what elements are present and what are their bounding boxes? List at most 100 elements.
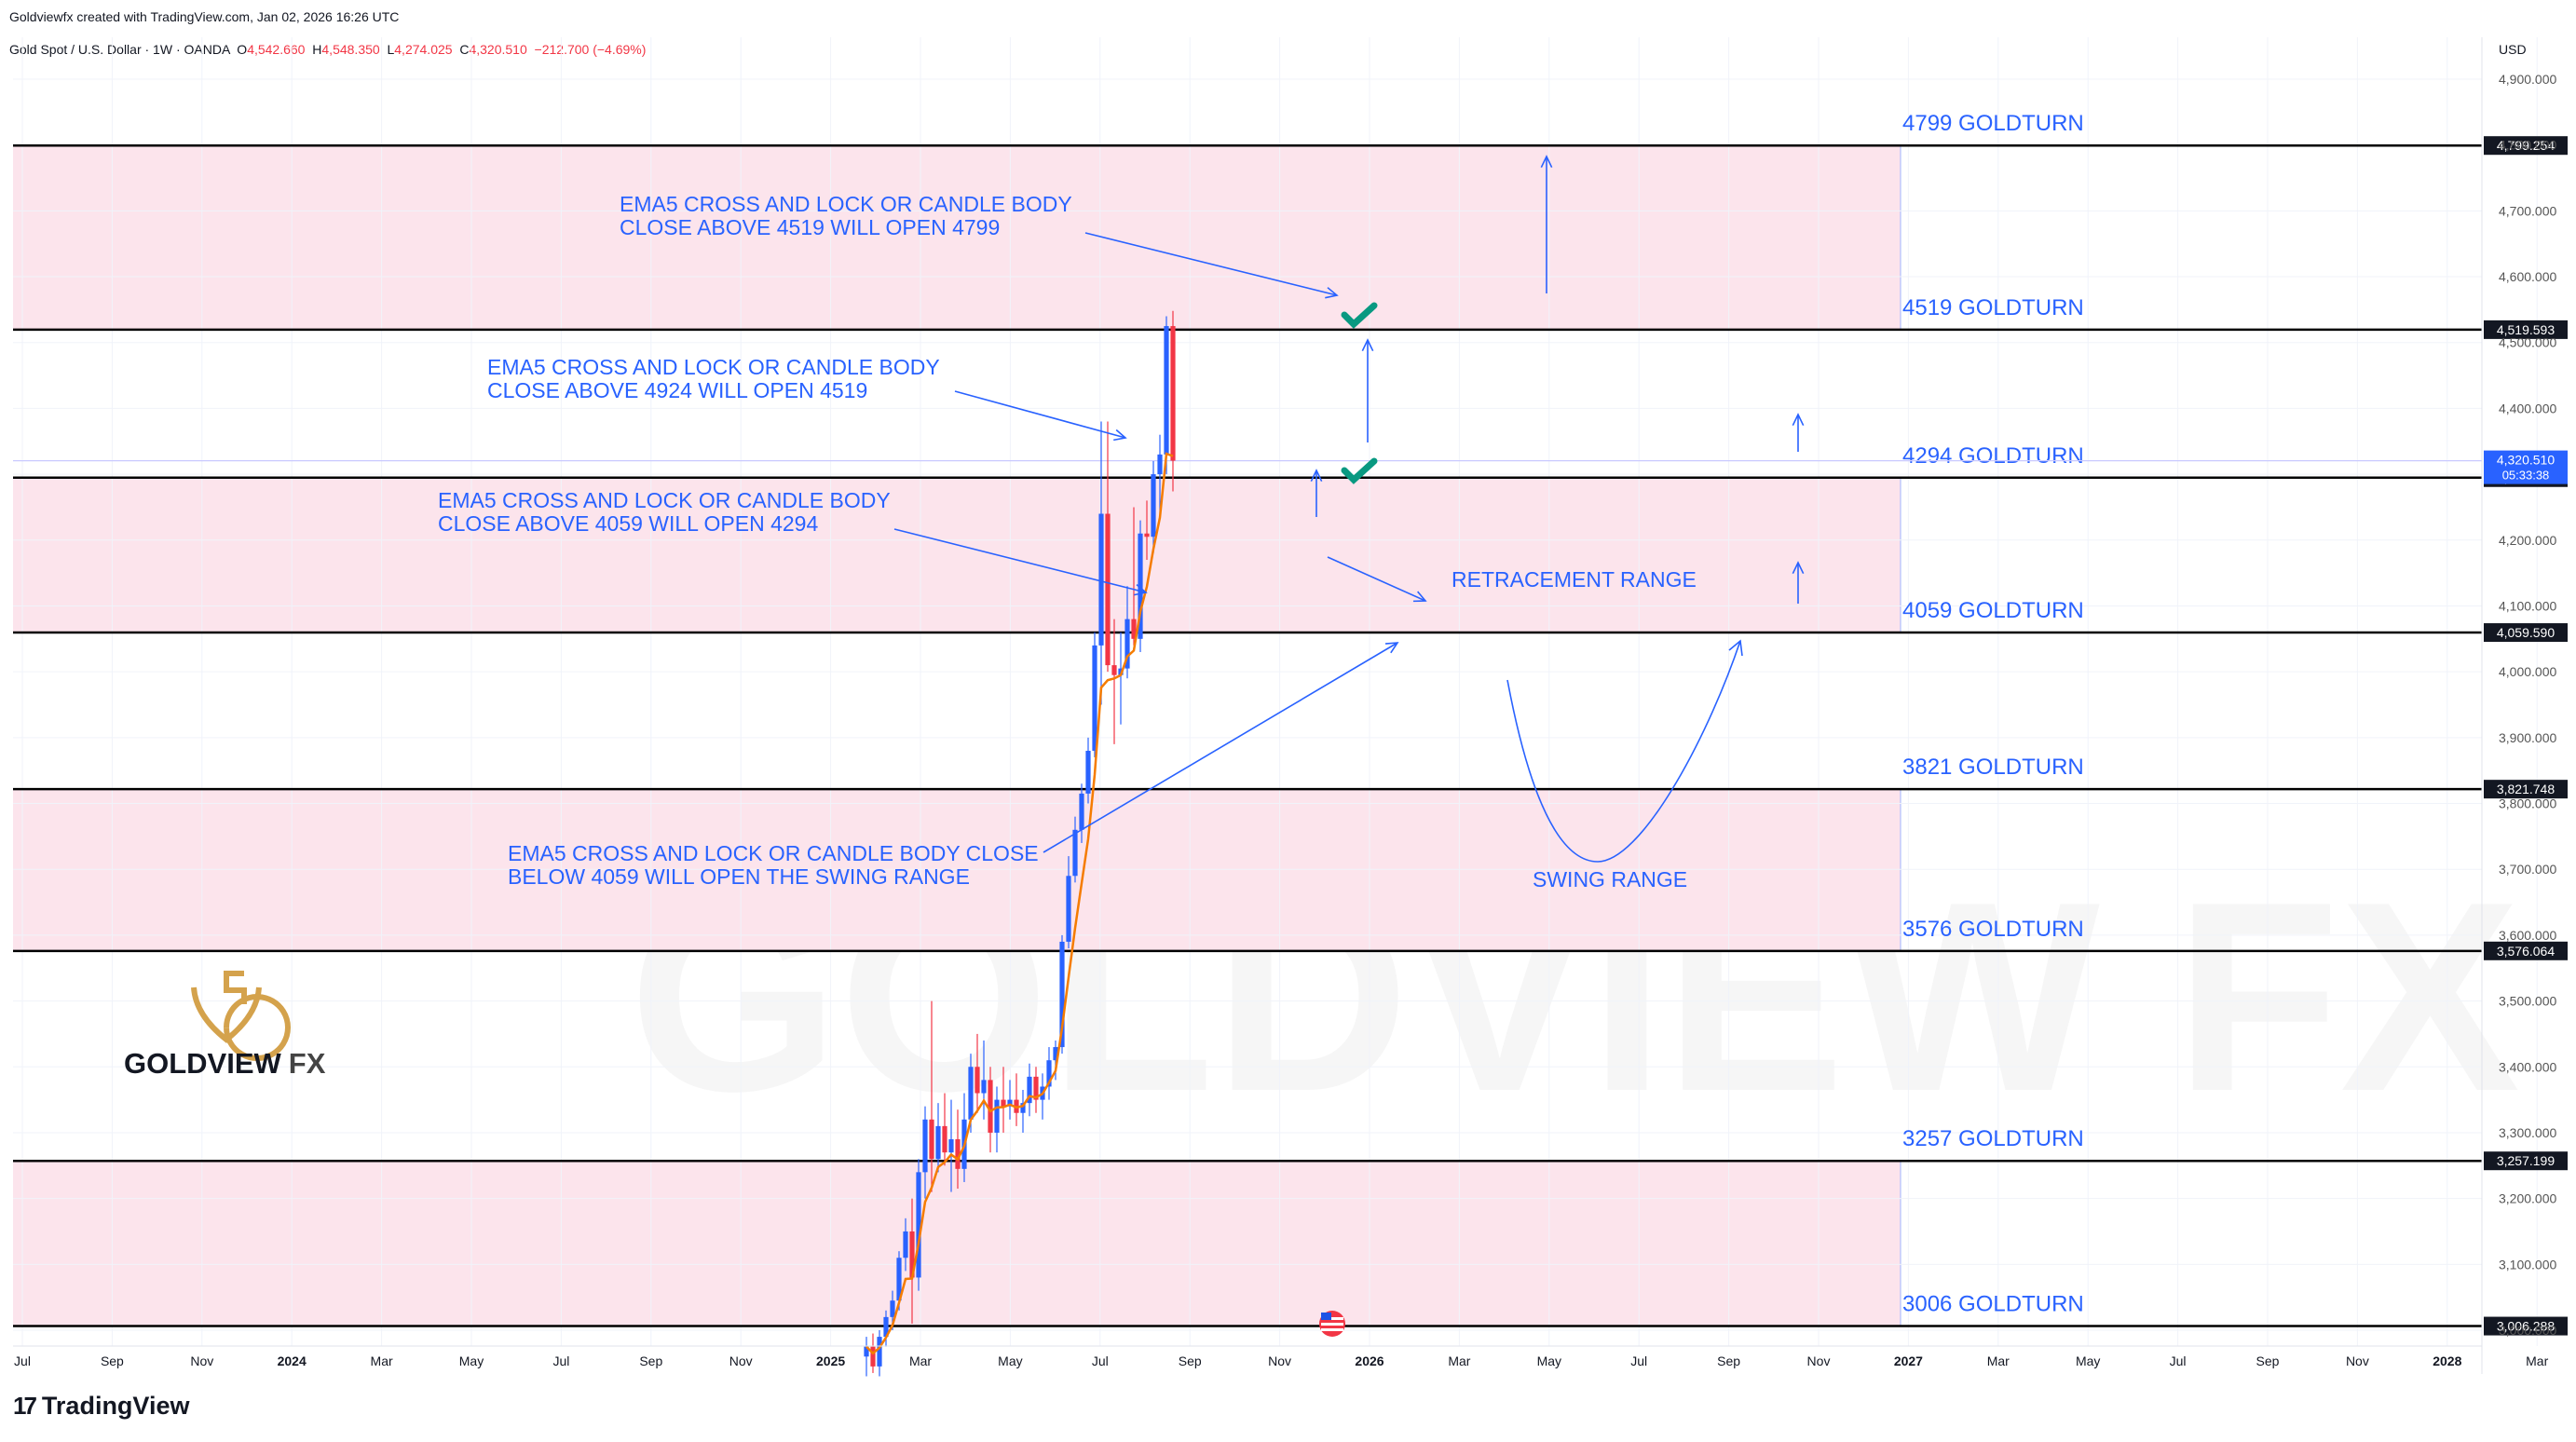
svg-text:CLOSE ABOVE 4924 WILL OPEN 451: CLOSE ABOVE 4924 WILL OPEN 4519 bbox=[487, 378, 867, 402]
arrow-up-4799 bbox=[1540, 155, 1553, 293]
ohlc-change: −212.700 (−4.69%) bbox=[534, 42, 647, 57]
y-tick-8: 3,800.000 bbox=[2499, 796, 2556, 811]
x-tick-18: Jul bbox=[1630, 1354, 1647, 1368]
x-tick-19: Sep bbox=[1717, 1354, 1740, 1368]
y-tick-6: 3,600.000 bbox=[2499, 928, 2556, 943]
x-tick-5: May bbox=[459, 1354, 484, 1368]
level-text-7: 3006 GOLDTURN bbox=[1902, 1292, 2084, 1317]
svg-text:CLOSE ABOVE 4059 WILL OPEN 429: CLOSE ABOVE 4059 WILL OPEN 4294 bbox=[438, 511, 818, 536]
candle-41 bbox=[1131, 507, 1137, 646]
level-price-label-7: 3,006.288 bbox=[2497, 1319, 2555, 1334]
x-tick-20: Nov bbox=[1807, 1354, 1831, 1368]
candle-42 bbox=[1138, 520, 1143, 652]
y-tick-7: 3,700.000 bbox=[2499, 862, 2556, 877]
y-tick-2: 3,200.000 bbox=[2499, 1191, 2556, 1206]
level-text-5: 3576 GOLDTURN bbox=[1902, 917, 2084, 942]
candle-8 bbox=[916, 1159, 921, 1291]
level-text-6: 3257 GOLDTURN bbox=[1902, 1126, 2084, 1151]
logo-pin-icon bbox=[224, 994, 291, 1062]
candle-45 bbox=[1157, 434, 1163, 514]
arrow-3 bbox=[893, 528, 1148, 596]
check-icon-0 bbox=[1341, 302, 1378, 329]
x-tick-9: 2025 bbox=[816, 1354, 845, 1368]
zone-1 bbox=[13, 477, 1901, 633]
swing-curve bbox=[1506, 639, 1743, 863]
y-tick-1: 3,100.000 bbox=[2499, 1257, 2556, 1272]
candle-39 bbox=[1118, 632, 1124, 725]
x-tick-22: Mar bbox=[1987, 1354, 2010, 1368]
arrow-1 bbox=[1084, 232, 1339, 299]
level-price-tag-5 bbox=[2484, 941, 2568, 960]
x-tick-0: Jul bbox=[14, 1354, 31, 1368]
price-axis[interactable]: USD 3,000.000 3,100.000 3,200.000 3,300.000 3… bbox=[2481, 37, 2568, 1374]
y-tick-4: 3,400.000 bbox=[2499, 1059, 2556, 1074]
candle-40 bbox=[1124, 586, 1130, 679]
level-text-2: 4294 GOLDTURN bbox=[1902, 443, 2084, 469]
x-tick-26: Nov bbox=[2346, 1354, 2369, 1368]
candle-28 bbox=[1046, 1047, 1052, 1100]
level-text-3: 4059 GOLDTURN bbox=[1902, 598, 2084, 623]
arrow-retrace bbox=[1327, 556, 1427, 603]
current-price-label: 4,320.510 bbox=[2497, 453, 2555, 468]
level-price-label-5: 3,576.064 bbox=[2497, 944, 2555, 959]
y-tick-16: 4,600.000 bbox=[2499, 269, 2556, 284]
x-tick-27: 2028 bbox=[2433, 1354, 2461, 1368]
retracement-label: RETRACEMENT RANGE bbox=[1452, 567, 1697, 592]
us-flag-icon[interactable] bbox=[1319, 1311, 1345, 1337]
level-price-label-6: 3,257.199 bbox=[2497, 1153, 2555, 1168]
header-credit: Goldviewfx created with TradingView.com,… bbox=[9, 9, 400, 24]
y-tick-5: 3,500.000 bbox=[2499, 994, 2556, 1009]
candle-43 bbox=[1144, 500, 1150, 560]
candle-38 bbox=[1111, 619, 1117, 744]
svg-text:BELOW 4059 WILL OPEN THE SWING: BELOW 4059 WILL OPEN THE SWING RANGE bbox=[508, 864, 970, 889]
annotation-0: EMA5 CROSS AND LOCK OR CANDLE BODYCLOSE … bbox=[620, 192, 1072, 239]
x-tick-28: Mar bbox=[2526, 1354, 2548, 1368]
x-tick-2: Nov bbox=[190, 1354, 213, 1368]
swing-label: SWING RANGE bbox=[1533, 867, 1687, 891]
zone-0 bbox=[13, 145, 1901, 330]
grid bbox=[13, 37, 2538, 1346]
x-tick-15: 2026 bbox=[1355, 1354, 1383, 1368]
svg-text:EMA5 CROSS AND LOCK OR CANDLE: EMA5 CROSS AND LOCK OR CANDLE BODY CLOSE bbox=[508, 841, 1039, 865]
level-price-tag-4 bbox=[2484, 780, 2568, 799]
x-tick-23: May bbox=[2076, 1354, 2100, 1368]
symbol-name: Gold Spot / U.S. Dollar · 1W · OANDA bbox=[9, 42, 230, 57]
x-tick-14: Nov bbox=[1268, 1354, 1291, 1368]
currency-label: USD bbox=[2499, 42, 2527, 57]
y-tick-18: 4,800.000 bbox=[2499, 138, 2556, 153]
candle-9 bbox=[922, 1106, 928, 1199]
candle-21 bbox=[1001, 1067, 1006, 1133]
candle-6 bbox=[903, 1218, 908, 1272]
x-tick-25: Sep bbox=[2256, 1354, 2280, 1368]
candle-0 bbox=[864, 1337, 869, 1377]
zone-2 bbox=[13, 789, 1901, 951]
symbol-info: Gold Spot / U.S. Dollar · 1W · OANDA O4,… bbox=[9, 42, 647, 57]
arrow-up-4059 bbox=[1792, 561, 1805, 604]
arrow-4 bbox=[1043, 642, 1399, 853]
ohlc-close: 4,320.510 bbox=[469, 42, 527, 57]
candle-26 bbox=[1033, 1067, 1039, 1113]
tradingview-logo[interactable]: 17 TradingView bbox=[13, 1392, 189, 1421]
arrow-up-4294a bbox=[1792, 413, 1805, 452]
candle-11 bbox=[935, 1103, 941, 1173]
level-price-label-4: 3,821.748 bbox=[2497, 782, 2555, 796]
countdown-label: 05:33:38 bbox=[2502, 469, 2550, 483]
svg-text:EMA5 CROSS AND LOCK OR CANDLE: EMA5 CROSS AND LOCK OR CANDLE BODY bbox=[487, 355, 940, 379]
goldview-logo: GOLDVIEW FX bbox=[124, 971, 326, 1080]
x-tick-7: Sep bbox=[639, 1354, 662, 1368]
annotation-2: EMA5 CROSS AND LOCK OR CANDLE BODYCLOSE … bbox=[438, 488, 891, 536]
y-tick-0: 3,000.000 bbox=[2499, 1323, 2556, 1338]
y-tick-19: 4,900.000 bbox=[2499, 72, 2556, 87]
candle-36 bbox=[1098, 421, 1104, 705]
time-axis[interactable]: Jul Sep Nov 2024 Mar May Jul Sep Nov 2025 Mar May Ju… bbox=[13, 1345, 2549, 1368]
candle-32 bbox=[1072, 816, 1078, 883]
candle-46 bbox=[1164, 316, 1169, 475]
candle-10 bbox=[929, 1000, 934, 1192]
x-tick-21: 2027 bbox=[1894, 1354, 1923, 1368]
candle-29 bbox=[1053, 1040, 1058, 1081]
x-tick-11: May bbox=[998, 1354, 1022, 1368]
check-icon-1 bbox=[1341, 457, 1378, 484]
ohlc-low: 4,274.025 bbox=[394, 42, 453, 57]
y-tick-11: 4,100.000 bbox=[2499, 598, 2556, 613]
